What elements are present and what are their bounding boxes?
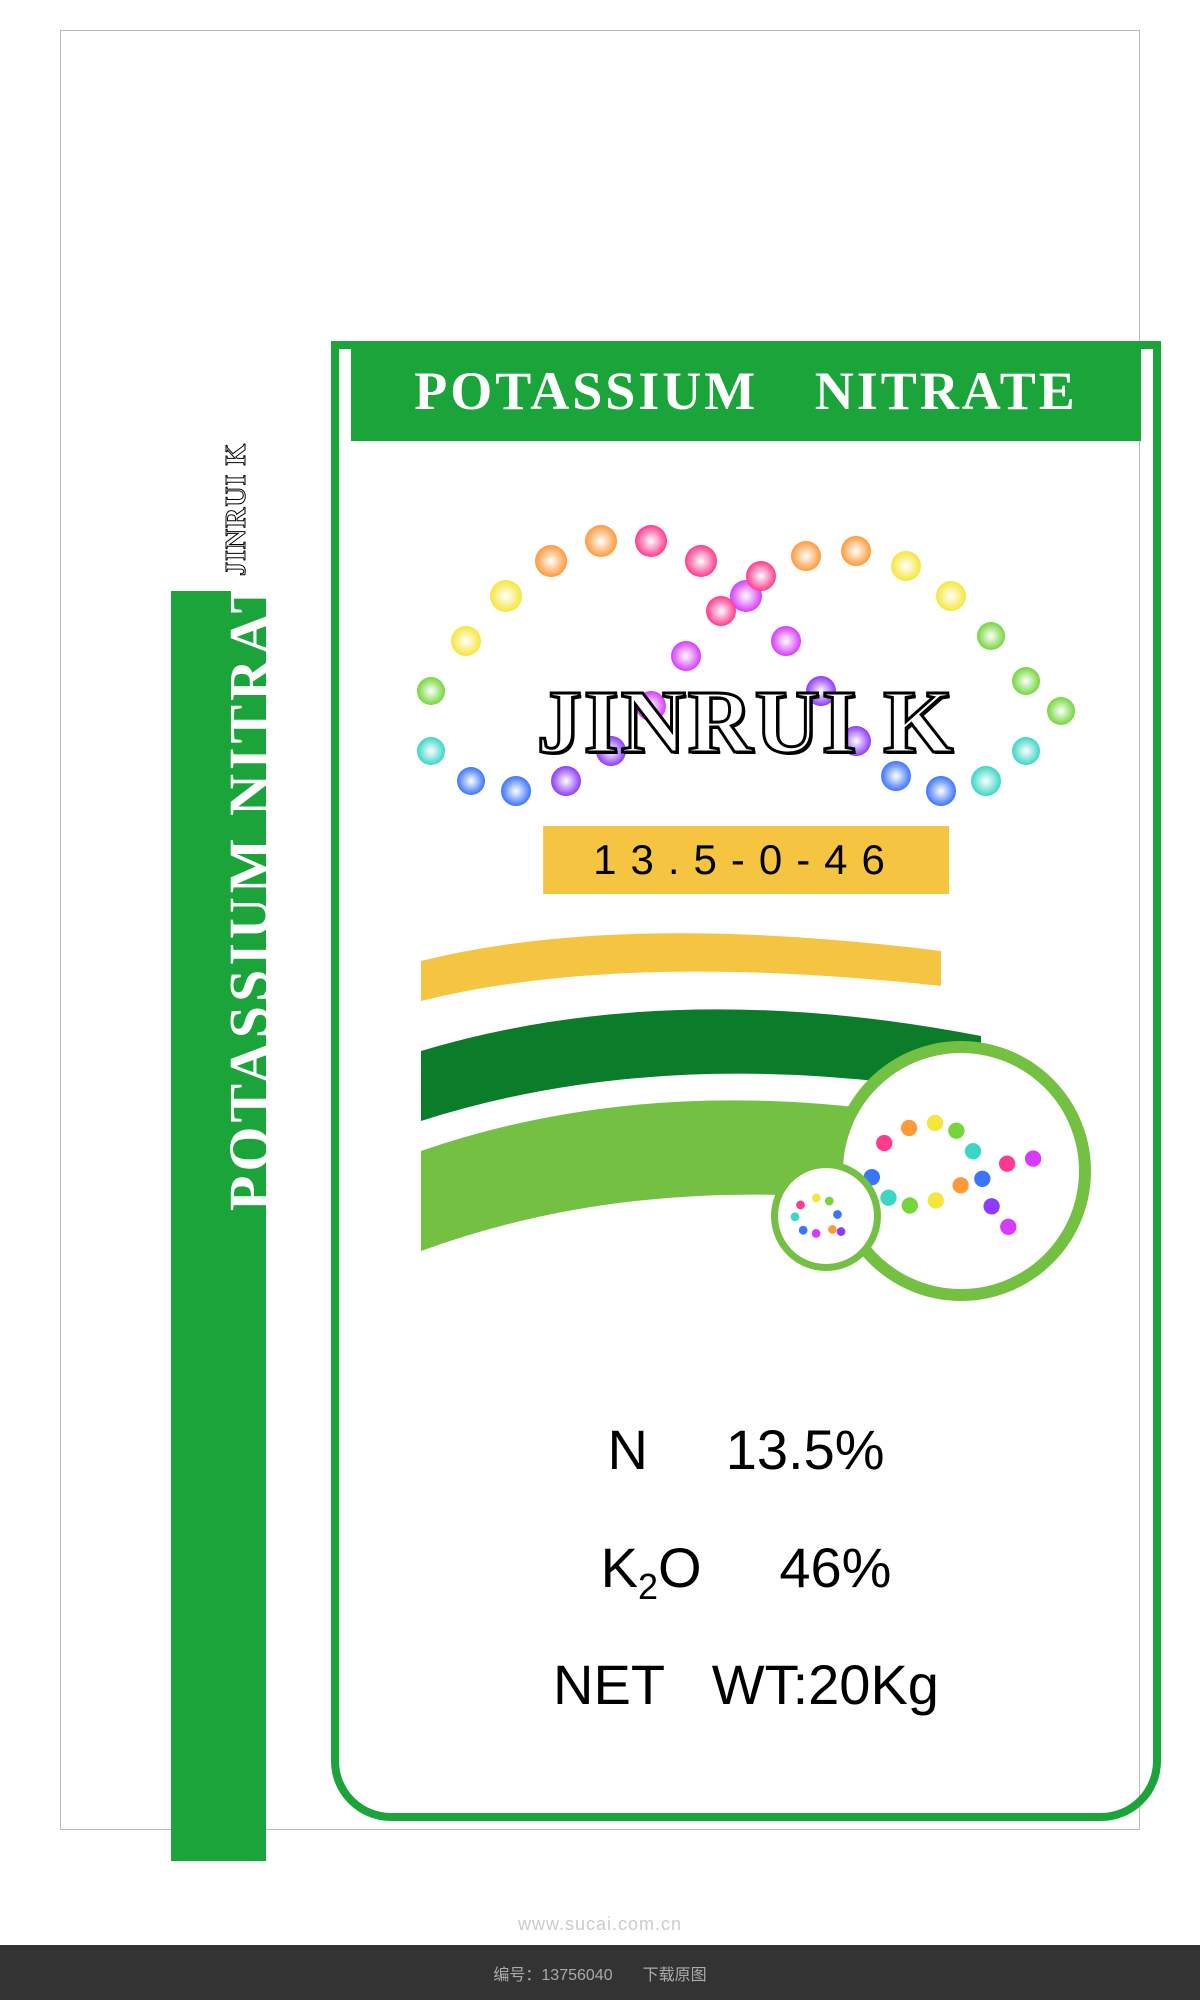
package-canvas: POTASSIUM NITRATE JINRUI K POTASSIUM NIT… [60,30,1140,1830]
spec-n-value: 13.5% [726,1418,885,1481]
spec-wt-value: WT:20Kg [712,1653,939,1716]
watermark-text: www.sucai.com.cn [0,1914,1200,1935]
header-bar: POTASSIUM NITRATE [351,341,1141,441]
main-label: POTASSIUM NITRATE [331,341,1161,1821]
spec-k-value: 46% [779,1536,891,1599]
spec-k-label-sub: 2 [638,1566,658,1607]
footer-id: 编号：13756040 [493,1961,612,1985]
spec-k-label-pre: K [601,1536,638,1599]
spec-block: N 13.5% K2O 46% NET WT:20Kg [331,1391,1161,1744]
spec-net-row: NET WT:20Kg [331,1626,1161,1744]
side-product-name: POTASSIUM NITRATE [216,528,283,1211]
spec-n-label: N [607,1418,647,1481]
npk-ratio-badge: 13.5-0-46 [543,826,949,894]
download-link[interactable]: 下载原图 [643,1961,707,1985]
product-name: POTASSIUM NITRATE [414,360,1078,422]
spec-net-label: NET [553,1653,665,1716]
footer-bar: 编号：13756040 下载原图 [0,1945,1200,2000]
spec-n-row: N 13.5% [331,1391,1161,1509]
spec-k-label-post: O [658,1536,702,1599]
brand-name: JINRUI K [331,671,1161,774]
dna-circle-small [771,1161,881,1271]
spec-k-row: K2O 46% [331,1509,1161,1627]
side-brand: JINRUI K [221,443,253,576]
